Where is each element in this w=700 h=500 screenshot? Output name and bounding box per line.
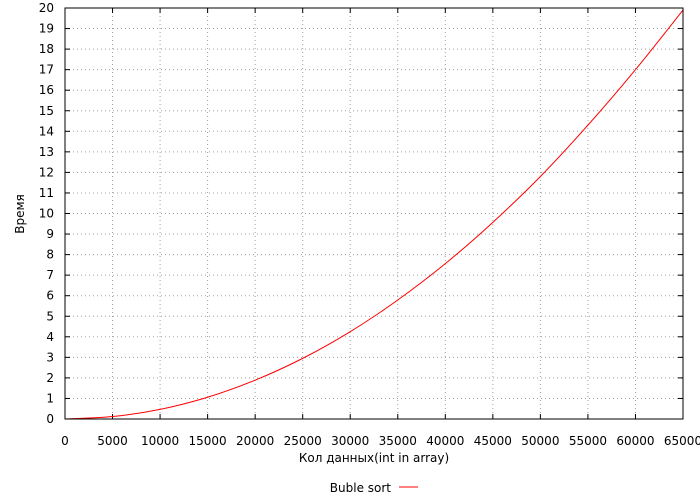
- y-tick-label: 3: [46, 350, 54, 364]
- data-point: [350, 331, 351, 332]
- y-tick-label: 11: [39, 186, 54, 200]
- data-point: [445, 263, 446, 264]
- data-point: [159, 409, 160, 410]
- data-point: [635, 69, 636, 70]
- x-tick-label: 0: [61, 434, 69, 448]
- series: [64, 9, 684, 420]
- x-tick-label: 50000: [521, 434, 559, 448]
- data-point: [112, 416, 113, 417]
- y-tick-label: 16: [39, 83, 54, 97]
- y-tick-label: 12: [39, 165, 54, 179]
- y-tick-label: 15: [39, 104, 54, 118]
- y-tick-label: 18: [39, 42, 54, 56]
- x-tick-label: 5000: [97, 434, 128, 448]
- x-tick-label: 45000: [474, 434, 512, 448]
- y-axis-title: Время: [13, 194, 27, 234]
- data-point: [255, 380, 256, 381]
- y-tick-label: 10: [39, 207, 54, 221]
- y-tick-label: 13: [39, 145, 54, 159]
- data-point: [587, 125, 588, 126]
- x-tick-label: 55000: [569, 434, 607, 448]
- data-point: [207, 397, 208, 398]
- data-point: [302, 358, 303, 359]
- y-tick-label: 8: [46, 248, 54, 262]
- x-tick-label: 30000: [331, 434, 369, 448]
- legend-label: Buble sort: [330, 481, 392, 495]
- y-tick-label: 19: [39, 22, 54, 36]
- y-tick-label: 20: [39, 1, 54, 15]
- y-tick-label: 1: [46, 391, 54, 405]
- data-point: [540, 176, 541, 177]
- x-tick-label: 40000: [426, 434, 464, 448]
- legend: Buble sort: [330, 481, 418, 495]
- y-tick-label: 17: [39, 63, 54, 77]
- tick-labels: 0 5000 10000 15000 20000 25000 30000 35000 40000…: [39, 1, 700, 448]
- data-point: [397, 299, 398, 300]
- y-tick-label: 2: [46, 371, 54, 385]
- x-tick-label: 20000: [236, 434, 274, 448]
- x-tick-label: 65000: [664, 434, 700, 448]
- y-tick-label: 0: [46, 412, 54, 426]
- y-tick-label: 5: [46, 309, 54, 323]
- x-tick-label: 25000: [284, 434, 322, 448]
- x-tick-label: 60000: [616, 434, 654, 448]
- x-axis-title: Кол данных(int in array): [299, 451, 449, 465]
- x-tick-label: 10000: [141, 434, 179, 448]
- y-tick-label: 9: [46, 227, 54, 241]
- x-tick-label: 35000: [379, 434, 417, 448]
- y-tick-label: 7: [46, 268, 54, 282]
- x-tick-label: 15000: [189, 434, 227, 448]
- y-tick-label: 6: [46, 289, 54, 303]
- plot-frame: [64, 7, 684, 420]
- y-tick-label: 4: [46, 330, 54, 344]
- series-line: [64, 9, 684, 420]
- data-point: [492, 222, 493, 223]
- y-tick-label: 14: [39, 124, 54, 138]
